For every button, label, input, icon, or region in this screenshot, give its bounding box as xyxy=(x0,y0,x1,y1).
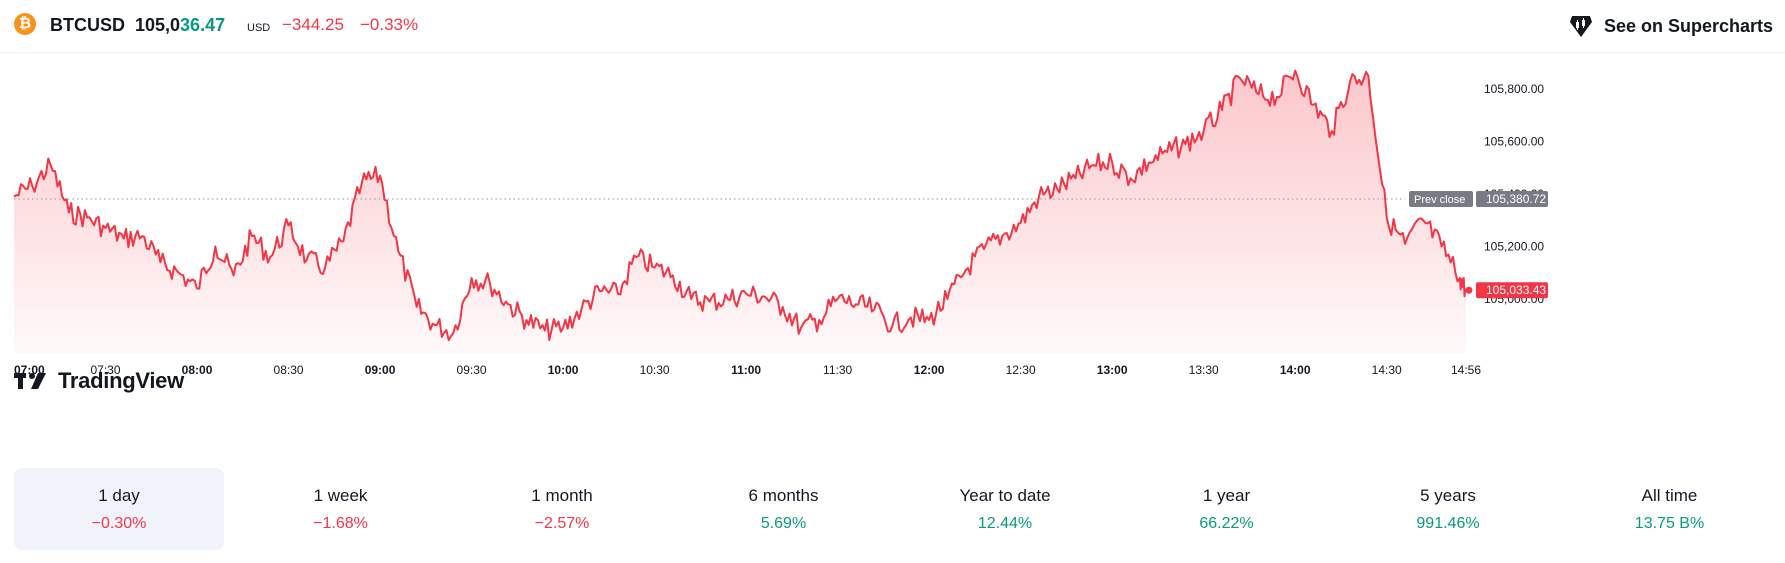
price-chart[interactable]: 105,800.00105,600.00105,400.00105,200.00… xyxy=(0,53,1785,433)
range-label: All time xyxy=(1641,486,1698,505)
y-axis-tick-label: 105,800.00 xyxy=(1484,82,1544,96)
symbol-header: ₿ BTCUSD 105,036.47 USD −344.25 −0.33% S… xyxy=(0,0,1785,53)
range-selector: 1 day −0.30% 1 week −1.68% 1 month −2.57% 6… xyxy=(14,468,1776,550)
symbol-name[interactable]: BTCUSD xyxy=(50,15,125,35)
see-on-supercharts-button[interactable]: See on Supercharts xyxy=(1568,11,1773,41)
x-axis-tick-label: 10:00 xyxy=(548,363,579,377)
range-change: −1.68% xyxy=(313,515,368,532)
x-axis-tick-label: 11:00 xyxy=(731,363,761,377)
price-main: 105,0 xyxy=(135,15,181,35)
x-axis-tick-label: 09:30 xyxy=(457,363,487,377)
range-1-year[interactable]: 1 year 66.22% xyxy=(1122,468,1332,550)
range-1-month[interactable]: 1 month −2.57% xyxy=(457,468,667,550)
last-price: 105,036.47 xyxy=(135,15,225,36)
range-change: 66.22% xyxy=(1199,515,1254,532)
supercharts-icon xyxy=(1569,16,1592,37)
price-tail: 36.47 xyxy=(180,15,226,35)
x-axis-tick-label: 12:00 xyxy=(914,363,945,377)
range-label: 1 week xyxy=(313,486,368,505)
supercharts-label: See on Supercharts xyxy=(1603,15,1773,36)
price-line[interactable] xyxy=(13,69,1467,342)
range-label: 6 months xyxy=(748,486,819,505)
currency-label: USD xyxy=(247,22,271,34)
x-axis-tick-label: 10:30 xyxy=(640,363,670,377)
prev-close-label: Prev close xyxy=(1414,194,1465,206)
x-axis-tick-label: 07:30 xyxy=(90,363,120,377)
bitcoin-icon: ₿ xyxy=(14,13,36,35)
x-axis-tick-label: 11:30 xyxy=(823,363,852,377)
range-label: 1 month xyxy=(531,486,593,505)
last-price-value: 105,033.43 xyxy=(1486,283,1546,297)
x-axis-tick-label: 14:30 xyxy=(1372,363,1402,377)
prev-close-value: 105,380.72 xyxy=(1486,192,1546,206)
x-axis-tick-label: 09:00 xyxy=(365,363,396,377)
last-price-badge xyxy=(1476,282,1548,299)
range-change: 13.75 B% xyxy=(1634,515,1705,532)
range-1-week[interactable]: 1 week −1.68% xyxy=(236,468,446,550)
range-1-day[interactable]: 1 day −0.30% xyxy=(14,468,224,550)
price-change: −344.25 xyxy=(282,15,344,34)
range-label: 1 year xyxy=(1202,486,1251,505)
price-change-percent: −0.33% xyxy=(360,15,419,34)
tradingview-logo-icon xyxy=(14,373,46,389)
x-axis-tick-label: 08:00 xyxy=(182,363,213,377)
x-axis-tick-label: 13:30 xyxy=(1189,363,1219,377)
price-area-fill xyxy=(14,70,1466,353)
range-change: 5.69% xyxy=(760,515,807,532)
x-axis-tick-label: 12:30 xyxy=(1006,363,1036,377)
range-change: 12.44% xyxy=(977,515,1033,532)
range-change: −0.30% xyxy=(91,515,147,532)
range-year-to-date[interactable]: Year to date 12.44% xyxy=(900,468,1110,550)
range-label: 1 day xyxy=(98,486,140,505)
range-5-years[interactable]: 5 years 991.46% xyxy=(1343,468,1553,550)
prev-close-value-badge xyxy=(1476,191,1548,208)
x-axis-tick-label: 13:00 xyxy=(1097,363,1128,377)
last-price-dot xyxy=(1465,286,1473,294)
tradingview-logo: TradingView xyxy=(14,368,184,394)
x-axis-tick-label: 08:30 xyxy=(274,363,304,377)
y-axis-tick-label: 105,600.00 xyxy=(1484,135,1544,149)
range-6-months[interactable]: 6 months 5.69% xyxy=(679,468,889,550)
tradingview-wordmark: TradingView xyxy=(58,368,184,393)
range-change: 991.46% xyxy=(1416,515,1480,532)
x-axis-tick-label: 14:00 xyxy=(1280,363,1311,377)
x-axis-tick-label: 14:56 xyxy=(1451,363,1481,377)
range-all-time[interactable]: All time 13.75 B% xyxy=(1565,468,1775,550)
range-label: 5 years xyxy=(1420,486,1476,505)
prev-close-badge xyxy=(1409,191,1473,208)
range-change: −2.57% xyxy=(534,515,590,532)
y-axis-tick-label: 105,200.00 xyxy=(1484,240,1544,254)
range-label: Year to date xyxy=(959,486,1051,505)
